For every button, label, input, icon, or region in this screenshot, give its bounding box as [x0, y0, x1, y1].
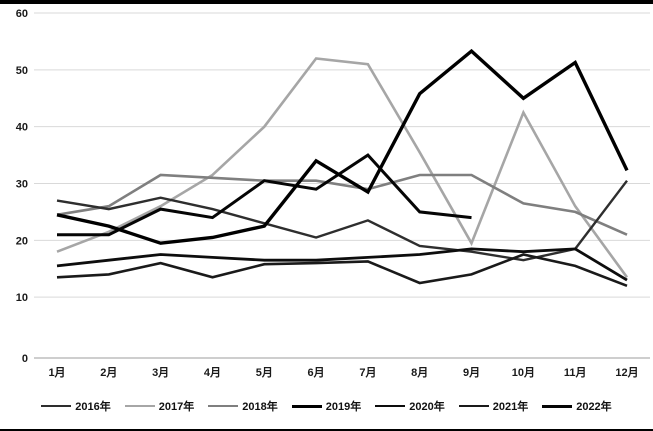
x-tick-label-8: 8月 [411, 366, 428, 379]
legend-label-2019: 2019年 [325, 401, 362, 413]
y-tick-label-20: 20 [16, 235, 28, 247]
legend-swatch-2022 [542, 404, 573, 408]
x-tick-label-4: 4月 [204, 366, 221, 379]
series-line-2021 [56, 253, 628, 288]
legend-item-2018[interactable]: 2018年 [208, 398, 278, 414]
legend-swatch-2018 [208, 405, 239, 407]
legend-swatch-2020 [375, 405, 406, 407]
legend-swatch-2019 [291, 404, 322, 408]
legend-item-2016[interactable]: 2016年 [41, 398, 111, 414]
x-tick-label-12: 12月 [615, 366, 638, 379]
legend-label-2017: 2017年 [158, 401, 195, 413]
legend-label-2022: 2022年 [576, 401, 612, 413]
legend-swatch-2021 [458, 405, 489, 407]
legend-label-2018: 2018年 [242, 401, 278, 413]
y-tick-label-60: 60 [16, 8, 28, 20]
x-tick-label-10: 10月 [512, 366, 535, 379]
legend-label-2020: 2020年 [409, 401, 445, 413]
y-tick-label-50: 50 [16, 65, 28, 77]
y-tick-label-10: 10 [16, 292, 28, 304]
legend-swatch-2017 [124, 405, 155, 407]
x-tick-label-3: 3月 [152, 366, 169, 379]
legend-item-2021[interactable]: 2021年 [458, 398, 529, 414]
chart-legend: 2016年 2017年 2018年 2019年 2020年 2021年 2022年 [0, 398, 653, 414]
legend-label-2016: 2016年 [75, 401, 111, 413]
series-line-2018 [56, 173, 628, 236]
legend-item-2022[interactable]: 2022年 [542, 398, 612, 414]
y-tick-label-0: 0 [22, 353, 28, 365]
legend-item-2020[interactable]: 2020年 [375, 398, 445, 414]
bottom-border-rule [0, 429, 653, 431]
x-tick-label-2: 2月 [100, 366, 117, 379]
top-border-rule [0, 0, 653, 4]
y-tick-label-30: 30 [16, 179, 28, 191]
series-line-2022 [57, 153, 472, 237]
series-line-2020 [56, 247, 628, 282]
legend-item-2019[interactable]: 2019年 [291, 398, 362, 414]
legend-item-2017[interactable]: 2017年 [124, 398, 195, 414]
x-tick-label-5: 5月 [256, 366, 273, 379]
series-line-2016 [56, 179, 628, 262]
x-tick-label-9: 9月 [463, 366, 480, 379]
x-tick-label-11: 11月 [564, 366, 587, 379]
legend-label-2021: 2021年 [492, 401, 529, 413]
series-line-2019 [56, 48, 629, 245]
series-line-2017 [56, 57, 629, 279]
x-tick-label-7: 7月 [359, 366, 376, 379]
x-tick-label-1: 1月 [48, 366, 65, 379]
y-tick-label-40: 40 [16, 122, 28, 134]
legend-swatch-2016 [41, 405, 72, 407]
x-tick-label-6: 6月 [308, 366, 325, 379]
